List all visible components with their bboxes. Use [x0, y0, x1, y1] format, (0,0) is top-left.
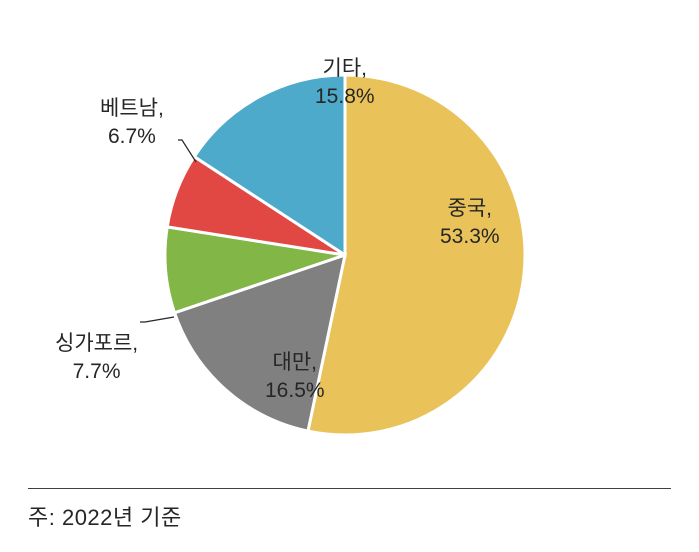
slice-label: 싱가포르, 7.7%: [55, 330, 138, 387]
footer-divider: [28, 488, 671, 489]
slice-label: 베트남, 6.7%: [100, 95, 164, 152]
slice-label: 중국, 53.3%: [440, 195, 500, 252]
slice-label: 대만, 16.5%: [265, 349, 325, 406]
pie-chart: 중국, 53.3% 대만, 16.5% 싱가포르, 7.7% 베트남, 6.7% 기타,…: [0, 20, 699, 480]
footer-note: 주: 2022년 기준: [28, 500, 182, 532]
slice-label: 기타, 15.8%: [315, 55, 375, 112]
